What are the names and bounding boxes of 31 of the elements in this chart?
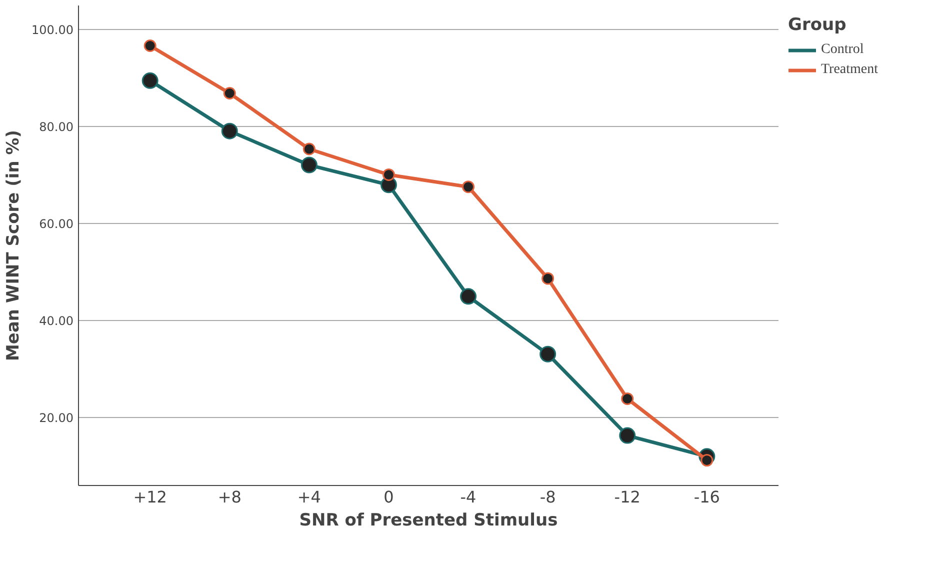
point — [462, 180, 475, 194]
point — [382, 168, 395, 181]
y-tick-label: 60.00 — [39, 217, 74, 232]
x-tick-label: -4 — [460, 488, 476, 506]
x-tick-label: +4 — [297, 488, 321, 506]
y-tick-label: 100.00 — [32, 23, 74, 38]
legend-label: Treatment — [821, 62, 878, 78]
legend-title: Group — [788, 15, 848, 35]
y-tick-label: 80.00 — [39, 120, 74, 134]
y-tick-label: 20.00 — [39, 411, 74, 426]
x-tick-label: +12 — [133, 488, 167, 506]
point — [619, 427, 636, 444]
point — [621, 392, 634, 405]
x-axis-title: SNR of Presented Stimulus — [299, 510, 558, 530]
legend-label: Control — [821, 42, 864, 58]
x-tick-label: +8 — [218, 488, 242, 506]
point — [542, 272, 554, 285]
point — [142, 72, 158, 89]
x-tick-label: -16 — [694, 488, 720, 506]
point — [302, 142, 316, 156]
point — [223, 87, 236, 100]
x-tick-label: -12 — [614, 488, 640, 506]
x-tick-label: -8 — [540, 488, 556, 506]
point — [540, 346, 556, 362]
point — [300, 156, 318, 174]
point — [221, 122, 238, 140]
x-tick-label: 0 — [384, 488, 394, 506]
point — [460, 288, 477, 305]
point — [144, 40, 156, 52]
y-tick-label: 40.00 — [39, 314, 74, 328]
y-axis-title: Mean WINT Score (in %) — [4, 130, 24, 362]
